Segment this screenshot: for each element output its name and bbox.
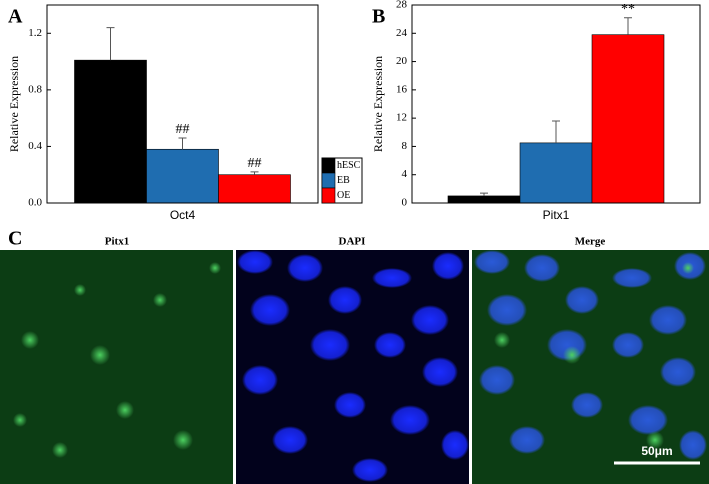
legend-swatch [321, 172, 336, 189]
error-bar [552, 120, 560, 143]
error-bar [250, 171, 259, 175]
bar [519, 142, 593, 204]
y-axis-label: Relative Expression [371, 56, 385, 152]
x-tick-label: Pitx1 [543, 208, 570, 222]
merged-green-spots [494, 262, 694, 449]
significance-mark: ## [248, 156, 262, 171]
merged-nuclei [474, 250, 707, 460]
plot-frame [411, 4, 701, 204]
bar [74, 59, 147, 204]
panel-label: C [8, 228, 22, 250]
y-tick-label: 1.2 [28, 27, 42, 39]
x-tick-label: Oct4 [170, 208, 196, 222]
bar [591, 34, 665, 204]
nuclei [237, 250, 469, 482]
error-bar [480, 192, 488, 196]
y-tick-label: 0 [402, 197, 408, 209]
pitx1-image [0, 250, 233, 484]
y-tick-label: 12 [396, 112, 407, 124]
legend-label: hESC [337, 160, 361, 171]
panel-label: B [372, 6, 385, 28]
legend-swatch [321, 157, 336, 174]
y-tick-label: 28 [396, 0, 408, 11]
y-tick-label: 0.4 [28, 140, 42, 152]
y-axis-label: Relative Expression [7, 56, 21, 152]
significance-mark: ** [621, 2, 635, 17]
error-bar [178, 137, 187, 150]
green-spots [13, 262, 221, 458]
image-title: DAPI [339, 236, 366, 248]
significance-mark: ## [176, 122, 190, 137]
scale-bar-label: 50μm [641, 444, 672, 458]
y-tick-label: 16 [396, 83, 408, 95]
y-tick-label: 4 [402, 168, 408, 180]
error-bar [106, 27, 115, 61]
y-tick-label: 0.8 [28, 83, 42, 95]
bar [218, 174, 291, 204]
error-bar [624, 17, 632, 35]
panel-label: A [8, 6, 23, 28]
y-tick-label: 20 [396, 55, 408, 67]
legend-label: EB [337, 175, 350, 186]
y-tick-label: 0.0 [28, 197, 42, 209]
plot-frame [46, 4, 319, 204]
image-title: Pitx1 [105, 236, 129, 248]
bar [146, 148, 219, 204]
legend-label: OE [337, 190, 350, 201]
bar [447, 195, 521, 204]
y-tick-label: 24 [396, 27, 408, 39]
legend-swatch [321, 187, 336, 204]
image-title: Merge [575, 236, 606, 248]
y-tick-label: 8 [402, 140, 408, 152]
